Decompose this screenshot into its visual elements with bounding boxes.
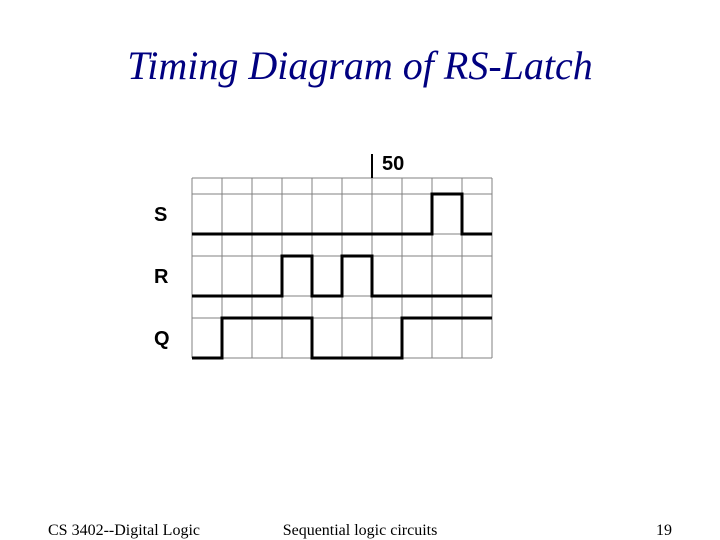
svg-text:S: S	[154, 204, 167, 226]
footer-page-number: 19	[656, 522, 672, 540]
svg-text:R: R	[154, 266, 169, 288]
page-title: Timing Diagram of RS-Latch	[0, 42, 720, 89]
slide: Timing Diagram of RS-Latch 50SRQ CS 3402…	[0, 0, 720, 540]
svg-text:Q: Q	[154, 328, 170, 350]
timing-diagram: 50 S R Q	[146, 150, 546, 410]
svg-text:50: 50	[382, 153, 404, 175]
footer-center: Sequential logic circuits	[0, 522, 720, 540]
